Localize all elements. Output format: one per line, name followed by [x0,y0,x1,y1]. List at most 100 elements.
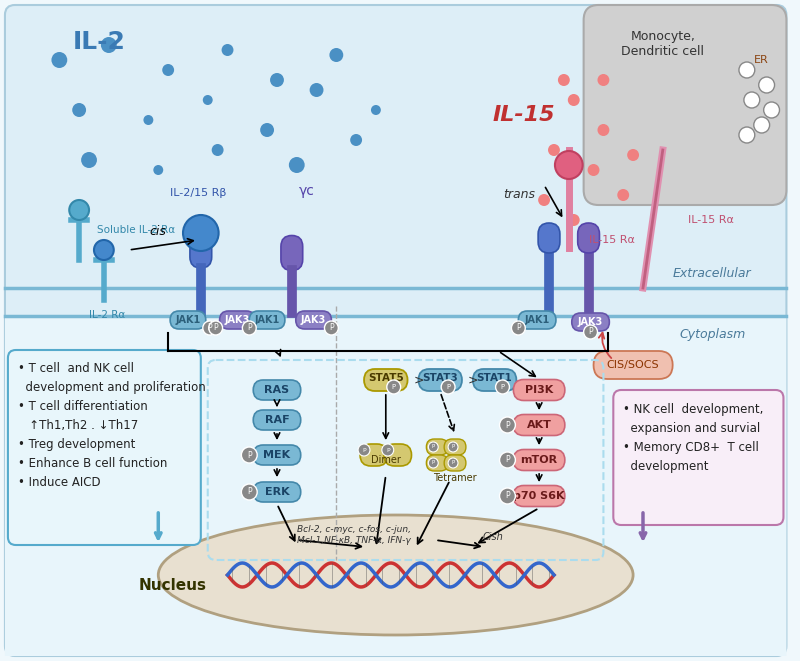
Text: Cish: Cish [482,532,503,542]
Text: IL-2: IL-2 [73,30,126,54]
FancyBboxPatch shape [594,351,673,379]
Circle shape [558,74,570,86]
FancyBboxPatch shape [281,235,302,270]
Text: RAS: RAS [265,385,290,395]
Text: Monocyte,
Dendritic cell: Monocyte, Dendritic cell [622,30,704,58]
Text: p70 S6K: p70 S6K [514,491,565,501]
FancyBboxPatch shape [514,379,565,401]
Circle shape [499,488,515,504]
Text: mTOR: mTOR [521,455,558,465]
Text: P: P [588,327,593,336]
FancyBboxPatch shape [5,316,786,656]
Text: cis: cis [150,225,166,238]
Circle shape [331,50,342,60]
Circle shape [150,162,166,178]
FancyBboxPatch shape [518,311,556,329]
Text: IL-15: IL-15 [493,105,555,125]
Circle shape [242,484,257,500]
Text: P: P [505,420,510,430]
Text: AKT: AKT [526,420,551,430]
Text: P: P [362,447,366,453]
Circle shape [441,380,455,394]
Circle shape [202,321,217,335]
Text: STAT3: STAT3 [422,373,458,383]
Text: Extracellular: Extracellular [673,267,751,280]
Circle shape [183,215,218,251]
Circle shape [758,77,774,93]
Text: Nucleus: Nucleus [139,578,207,592]
FancyBboxPatch shape [296,311,331,329]
Circle shape [584,325,598,339]
Text: JAK1: JAK1 [175,315,201,325]
Text: P: P [516,323,521,332]
Circle shape [764,102,779,118]
Text: P: P [432,444,435,449]
Circle shape [222,45,233,55]
Circle shape [754,117,770,133]
Circle shape [242,447,257,463]
Text: P: P [451,444,454,449]
FancyBboxPatch shape [444,439,466,455]
Text: P: P [432,461,435,465]
FancyBboxPatch shape [254,482,301,502]
Text: P: P [329,323,334,332]
Circle shape [209,321,222,335]
FancyBboxPatch shape [614,390,783,525]
Circle shape [448,458,458,468]
Circle shape [104,40,114,50]
Circle shape [242,321,256,335]
Text: >: > [414,373,424,387]
Text: JAK3: JAK3 [301,315,326,325]
Circle shape [511,321,526,335]
Text: STAT1: STAT1 [477,373,513,383]
Circle shape [162,64,174,76]
Text: P: P [451,461,454,465]
Text: RAF: RAF [265,415,290,425]
FancyBboxPatch shape [360,444,388,466]
Circle shape [538,194,550,206]
Text: γc: γc [298,184,314,198]
Circle shape [428,442,438,452]
Circle shape [568,214,580,226]
Circle shape [382,444,394,456]
Text: JAK3: JAK3 [578,317,603,327]
Text: >: > [468,373,478,387]
Circle shape [271,74,283,86]
Circle shape [598,124,610,136]
Text: Bcl-2, c-myc, c-fos, c-jun,
Mcl-1,NF-κB, TNF-α, IFN-γ: Bcl-2, c-myc, c-fos, c-jun, Mcl-1,NF-κB,… [297,525,410,545]
Text: trans: trans [503,188,535,202]
Text: ER: ER [754,55,769,65]
Circle shape [739,127,754,143]
Circle shape [291,159,302,171]
FancyBboxPatch shape [572,313,610,331]
Circle shape [72,103,86,117]
FancyBboxPatch shape [364,369,407,391]
Circle shape [386,380,401,394]
Text: JAK3: JAK3 [225,315,250,325]
Text: JAK1: JAK1 [254,315,280,325]
Circle shape [448,442,458,452]
FancyBboxPatch shape [578,223,599,253]
Circle shape [428,458,438,468]
Circle shape [618,189,629,201]
Text: P: P [505,492,510,500]
Text: IL-15 Rα: IL-15 Rα [589,235,634,245]
Circle shape [141,112,156,128]
FancyBboxPatch shape [514,414,565,436]
Circle shape [260,123,274,137]
Circle shape [587,164,599,176]
Circle shape [627,149,639,161]
Text: • T cell  and NK cell
  development and proliferation
• T cell differentiation
 : • T cell and NK cell development and pro… [18,362,206,489]
Text: IL-2/15 Rβ: IL-2/15 Rβ [170,188,226,198]
Circle shape [499,417,515,433]
Circle shape [499,452,515,468]
FancyBboxPatch shape [190,238,212,268]
FancyBboxPatch shape [8,350,201,545]
Text: P: P [207,323,212,332]
FancyBboxPatch shape [444,455,466,471]
Text: P: P [247,323,251,332]
Text: P: P [505,455,510,465]
FancyBboxPatch shape [250,311,285,329]
FancyBboxPatch shape [538,223,560,253]
Circle shape [200,92,216,108]
